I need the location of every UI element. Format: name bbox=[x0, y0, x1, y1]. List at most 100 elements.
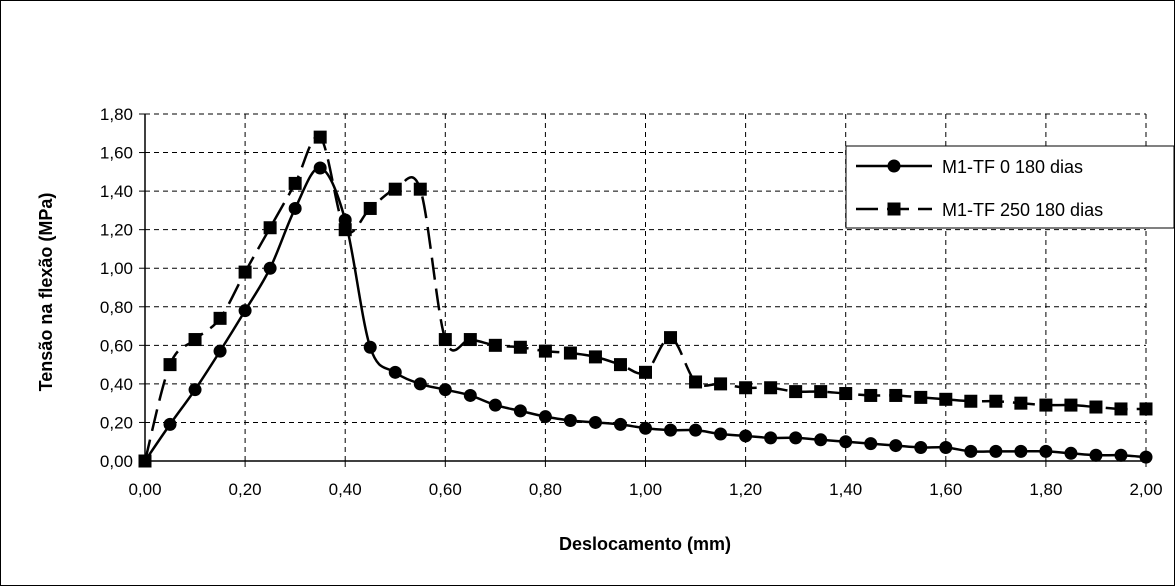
data-point bbox=[1139, 402, 1153, 416]
y-tick-label: 1,00 bbox=[100, 259, 133, 278]
data-point bbox=[513, 340, 527, 354]
data-point bbox=[939, 441, 953, 455]
y-tick-label: 1,80 bbox=[100, 105, 133, 124]
data-point bbox=[288, 201, 302, 215]
data-point bbox=[138, 454, 152, 468]
data-point bbox=[864, 388, 878, 402]
data-point bbox=[438, 383, 452, 397]
axes: 0,00 0,20 0,40 0,60 0,80 1,00 1,20 1,40 1,60 1,80… bbox=[100, 105, 1163, 499]
x-tick-label: 0,80 bbox=[529, 480, 562, 499]
data-point bbox=[1089, 400, 1103, 414]
data-point bbox=[1014, 396, 1028, 410]
data-point bbox=[789, 431, 803, 445]
data-point bbox=[463, 388, 477, 402]
data-point bbox=[363, 201, 377, 215]
legend-marker bbox=[887, 202, 901, 216]
data-point bbox=[1089, 448, 1103, 462]
data-point bbox=[588, 350, 602, 364]
data-point bbox=[889, 439, 903, 453]
data-point bbox=[563, 346, 577, 360]
data-point bbox=[664, 423, 678, 437]
data-point bbox=[163, 358, 177, 372]
data-point bbox=[463, 333, 477, 347]
data-point bbox=[188, 333, 202, 347]
x-tick-label: 1,00 bbox=[629, 480, 662, 499]
data-point bbox=[1114, 402, 1128, 416]
data-point bbox=[413, 377, 427, 391]
x-tick-label: 0,00 bbox=[128, 480, 161, 499]
data-point bbox=[538, 344, 552, 358]
data-point bbox=[238, 304, 252, 318]
data-point bbox=[588, 415, 602, 429]
data-point bbox=[839, 435, 853, 449]
data-point bbox=[1114, 448, 1128, 462]
x-tick-label: 1,60 bbox=[929, 480, 962, 499]
data-point bbox=[764, 381, 778, 395]
y-tick-label: 0,00 bbox=[100, 452, 133, 471]
y-axis-title: Tensão na flexão (MPa) bbox=[36, 193, 56, 392]
legend-label: M1-TF 250 180 dias bbox=[942, 200, 1103, 220]
data-point bbox=[163, 417, 177, 431]
data-point bbox=[363, 340, 377, 354]
legend-marker bbox=[887, 159, 901, 173]
data-point bbox=[288, 176, 302, 190]
y-tick-label: 0,60 bbox=[100, 336, 133, 355]
legend-box bbox=[845, 145, 1175, 229]
data-point bbox=[964, 394, 978, 408]
data-point bbox=[789, 385, 803, 399]
data-point bbox=[188, 383, 202, 397]
data-point bbox=[689, 375, 703, 389]
data-point bbox=[864, 437, 878, 451]
data-point bbox=[1039, 398, 1053, 412]
data-point bbox=[538, 410, 552, 424]
data-point bbox=[814, 385, 828, 399]
data-point bbox=[413, 182, 427, 196]
data-point bbox=[1039, 444, 1053, 458]
data-point bbox=[989, 394, 1003, 408]
x-tick-label: 0,20 bbox=[229, 480, 262, 499]
data-point bbox=[914, 441, 928, 455]
data-point bbox=[689, 423, 703, 437]
series-group bbox=[138, 130, 1153, 468]
data-point bbox=[914, 390, 928, 404]
data-point bbox=[714, 377, 728, 391]
data-point bbox=[664, 331, 678, 345]
x-tick-label: 0,40 bbox=[329, 480, 362, 499]
series-square bbox=[138, 130, 1153, 468]
data-point bbox=[238, 265, 252, 279]
data-point bbox=[313, 161, 327, 175]
data-point bbox=[714, 427, 728, 441]
data-point bbox=[438, 333, 452, 347]
data-point bbox=[764, 431, 778, 445]
data-point bbox=[1064, 446, 1078, 460]
data-point bbox=[613, 417, 627, 431]
data-point bbox=[313, 130, 327, 144]
data-point bbox=[739, 381, 753, 395]
y-tick-label: 0,80 bbox=[100, 298, 133, 317]
data-point bbox=[213, 344, 227, 358]
x-axis-title: Deslocamento (mm) bbox=[559, 534, 731, 554]
series-circle bbox=[138, 161, 1153, 468]
data-point bbox=[1064, 398, 1078, 412]
x-tick-label: 0,60 bbox=[429, 480, 462, 499]
legend-label: M1-TF 0 180 dias bbox=[942, 157, 1083, 177]
legend: M1-TF 0 180 dias M1-TF 250 180 dias bbox=[845, 145, 1175, 229]
data-point bbox=[639, 421, 652, 435]
data-point bbox=[814, 433, 828, 447]
y-tick-label: 0,40 bbox=[100, 375, 133, 394]
data-point bbox=[1014, 444, 1028, 458]
x-tick-label: 2,00 bbox=[1129, 480, 1162, 499]
y-tick-label: 1,20 bbox=[100, 221, 133, 240]
data-point bbox=[613, 358, 627, 372]
data-point bbox=[213, 311, 227, 325]
y-tick-label: 0,20 bbox=[100, 413, 133, 432]
data-point bbox=[563, 414, 577, 428]
data-point bbox=[964, 444, 978, 458]
data-point bbox=[839, 387, 853, 401]
data-point bbox=[263, 261, 277, 275]
data-point bbox=[989, 444, 1003, 458]
data-point bbox=[388, 365, 402, 379]
data-point bbox=[488, 398, 502, 412]
